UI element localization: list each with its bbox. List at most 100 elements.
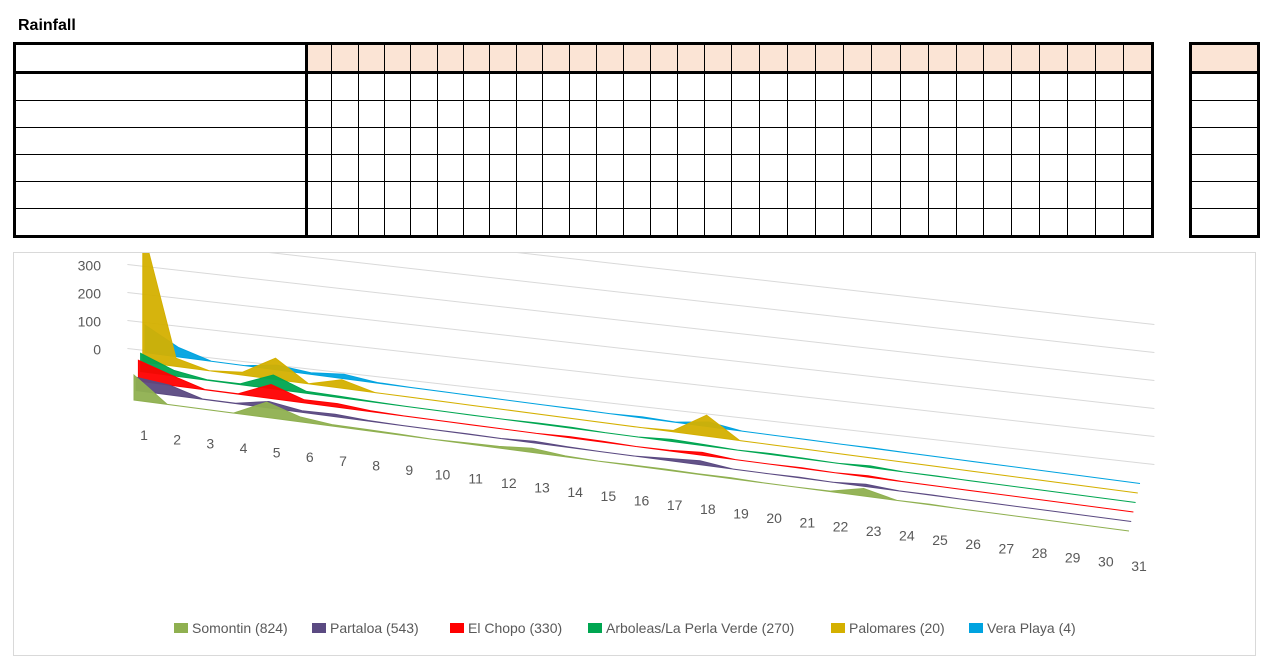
rain-value xyxy=(677,100,705,128)
total-row xyxy=(1190,100,1259,128)
rain-value xyxy=(1067,154,1096,182)
gridline xyxy=(127,320,1155,437)
rain-value xyxy=(516,181,543,209)
rain-value xyxy=(1095,127,1124,155)
area-edge xyxy=(866,471,868,476)
rain-value xyxy=(1039,154,1068,182)
rain-value xyxy=(1123,72,1153,101)
station-name xyxy=(14,72,308,101)
rain-value xyxy=(569,100,597,128)
area-edge xyxy=(132,370,134,375)
rain-value xyxy=(542,208,570,237)
rain-value xyxy=(815,208,844,237)
x-tick-label: 19 xyxy=(733,506,749,522)
total-header xyxy=(1190,43,1259,74)
area-edge xyxy=(630,460,632,465)
y-tick-label: 0 xyxy=(93,342,101,358)
rain-value xyxy=(1123,208,1153,237)
rain-value xyxy=(1123,181,1153,209)
rain-value xyxy=(1067,181,1096,209)
area-edge xyxy=(767,459,769,464)
area-edge xyxy=(764,468,766,473)
rain-value xyxy=(900,72,929,101)
table-row xyxy=(14,154,1153,182)
y-tick-label: 300 xyxy=(78,258,102,274)
y-tick-label: 200 xyxy=(78,286,102,302)
rain-value xyxy=(1011,127,1040,155)
area-edge xyxy=(771,440,773,445)
rain-value xyxy=(815,181,844,209)
day-header xyxy=(569,43,597,74)
area-edge xyxy=(663,464,665,469)
rain-value xyxy=(843,208,872,237)
rain-value xyxy=(463,154,490,182)
x-tick-label: 31 xyxy=(1131,558,1147,574)
rain-value xyxy=(358,208,385,237)
rain-value xyxy=(731,100,760,128)
area-edge xyxy=(1134,498,1136,503)
area-edge xyxy=(966,485,968,490)
rain-value xyxy=(489,100,517,128)
day-header xyxy=(306,43,332,74)
station-name xyxy=(14,208,308,237)
rain-value xyxy=(437,100,464,128)
rain-value xyxy=(928,208,957,237)
rain-value xyxy=(731,208,760,237)
y-tick-label: 100 xyxy=(78,314,102,330)
area-edge xyxy=(1063,508,1065,513)
x-tick-label: 18 xyxy=(700,501,716,517)
area-edge xyxy=(864,479,866,484)
rain-value xyxy=(516,208,543,237)
series-area xyxy=(142,253,1138,494)
rain-value xyxy=(731,127,760,155)
rain-value xyxy=(704,181,732,209)
area-edge xyxy=(1030,503,1032,508)
area-edge xyxy=(669,434,671,439)
area-edge xyxy=(240,367,242,372)
area-edge xyxy=(939,452,941,457)
x-tick-label: 13 xyxy=(534,479,550,495)
rain-value xyxy=(410,181,438,209)
day-header xyxy=(358,43,385,74)
area-edge xyxy=(638,423,640,428)
rain-value xyxy=(871,127,901,155)
rain-value xyxy=(900,208,929,237)
rain-value xyxy=(1095,208,1124,237)
rain-value xyxy=(650,100,678,128)
station-name xyxy=(14,181,308,209)
rain-value xyxy=(704,100,732,128)
area-edge xyxy=(970,466,972,471)
total-value xyxy=(1190,181,1259,209)
area-edge xyxy=(1061,517,1063,522)
rain-value xyxy=(1039,72,1068,101)
rain-value xyxy=(983,127,1012,155)
rain-value xyxy=(384,72,411,101)
rain-value xyxy=(650,72,678,101)
area-edge xyxy=(1034,484,1036,489)
area-edge xyxy=(930,490,932,495)
table-row xyxy=(14,72,1153,101)
rain-value xyxy=(542,127,570,155)
total-value xyxy=(1190,154,1259,182)
day-header xyxy=(843,43,872,74)
rain-value xyxy=(928,154,957,182)
rain-value xyxy=(677,154,705,182)
rain-value xyxy=(956,72,984,101)
rain-value xyxy=(410,154,438,182)
rain-value xyxy=(1095,100,1124,128)
area-edge xyxy=(769,449,771,454)
rain-value xyxy=(928,100,957,128)
day-header xyxy=(623,43,651,74)
rain-value xyxy=(1039,100,1068,128)
table-row xyxy=(14,100,1153,128)
rain-value xyxy=(983,154,1012,182)
area-edge xyxy=(700,447,702,452)
area-edge xyxy=(667,445,669,450)
x-tick-label: 6 xyxy=(306,449,314,465)
area-edge xyxy=(641,412,643,417)
area-edge xyxy=(632,451,634,456)
rain-value xyxy=(956,154,984,182)
rain-value xyxy=(596,208,624,237)
area-edge xyxy=(873,443,875,448)
area-edge xyxy=(928,499,930,504)
